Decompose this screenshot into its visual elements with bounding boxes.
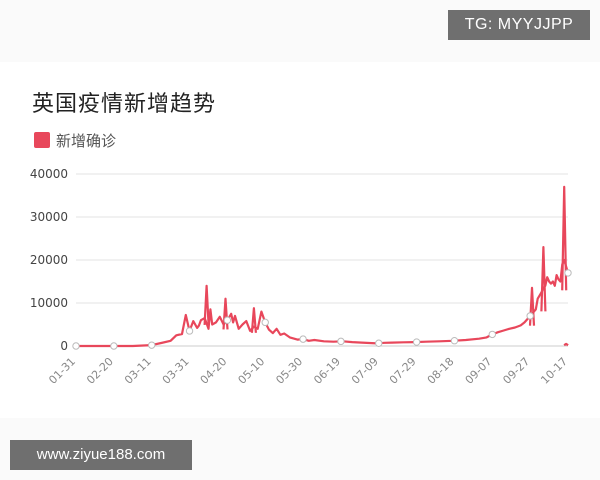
legend-label: 新增确诊 bbox=[56, 131, 117, 150]
x-tick-label: 01-31 bbox=[46, 355, 78, 387]
series-spike bbox=[540, 246, 547, 312]
x-tick-label: 02-20 bbox=[84, 355, 116, 387]
series-point[interactable] bbox=[526, 312, 534, 320]
y-tick-label: 10000 bbox=[30, 296, 68, 310]
x-tick-label: 03-31 bbox=[160, 355, 192, 387]
series-point[interactable] bbox=[72, 342, 80, 350]
x-tick-label: 10-17 bbox=[538, 355, 570, 387]
series-point[interactable] bbox=[375, 339, 383, 347]
y-tick-label: 0 bbox=[60, 339, 68, 353]
series-point[interactable] bbox=[110, 342, 118, 350]
y-axis-ticks: 0 10000 20000 30000 40000 bbox=[30, 167, 68, 353]
x-tick-label: 04-20 bbox=[198, 355, 230, 387]
series-line-group bbox=[76, 185, 570, 348]
y-tick-label: 30000 bbox=[30, 210, 68, 224]
series-spike bbox=[528, 286, 536, 326]
series-point[interactable] bbox=[564, 269, 572, 277]
x-tick-label: 05-10 bbox=[236, 355, 268, 387]
series-spike bbox=[222, 297, 229, 330]
series-line-new-cases bbox=[76, 258, 570, 348]
series-point[interactable] bbox=[185, 327, 194, 335]
x-tick-label: 08-18 bbox=[425, 355, 457, 387]
series-spike bbox=[203, 284, 210, 325]
x-tick-label: 07-29 bbox=[387, 355, 419, 387]
watermark-top: TG: MYYJJPP bbox=[448, 10, 590, 40]
series-spike bbox=[250, 307, 257, 333]
chart-card bbox=[0, 62, 600, 418]
y-tick-label: 40000 bbox=[30, 167, 68, 181]
series-point[interactable] bbox=[450, 337, 459, 345]
x-tick-markers bbox=[72, 269, 572, 350]
x-tick-label: 06-19 bbox=[311, 355, 343, 387]
chart-title: 英国疫情新增趋势 bbox=[32, 92, 217, 117]
y-tick-label: 20000 bbox=[30, 253, 68, 267]
x-axis-ticks: 01-31 02-20 03-11 03-31 04-20 05-10 05-30 06-19… bbox=[46, 355, 570, 387]
series-point[interactable] bbox=[488, 330, 497, 339]
x-tick-label: 07-09 bbox=[349, 355, 381, 387]
grid-lines bbox=[76, 173, 568, 347]
series-point[interactable] bbox=[223, 316, 232, 324]
series-spike bbox=[563, 342, 569, 347]
series-point[interactable] bbox=[412, 338, 421, 346]
legend-swatch bbox=[34, 132, 50, 148]
series-point[interactable] bbox=[147, 341, 156, 349]
series-point[interactable] bbox=[261, 318, 269, 327]
x-tick-label: 05-30 bbox=[273, 355, 305, 387]
watermark-bottom: www.ziyue188.com bbox=[10, 440, 192, 470]
x-tick-label: 09-07 bbox=[463, 355, 495, 387]
series-point[interactable] bbox=[299, 335, 307, 343]
series-point[interactable] bbox=[337, 337, 345, 346]
x-tick-label: 03-11 bbox=[122, 355, 154, 387]
series-spike bbox=[561, 185, 568, 291]
legend[interactable]: 新增确诊 bbox=[34, 130, 116, 150]
x-tick-label: 09-27 bbox=[500, 355, 532, 387]
